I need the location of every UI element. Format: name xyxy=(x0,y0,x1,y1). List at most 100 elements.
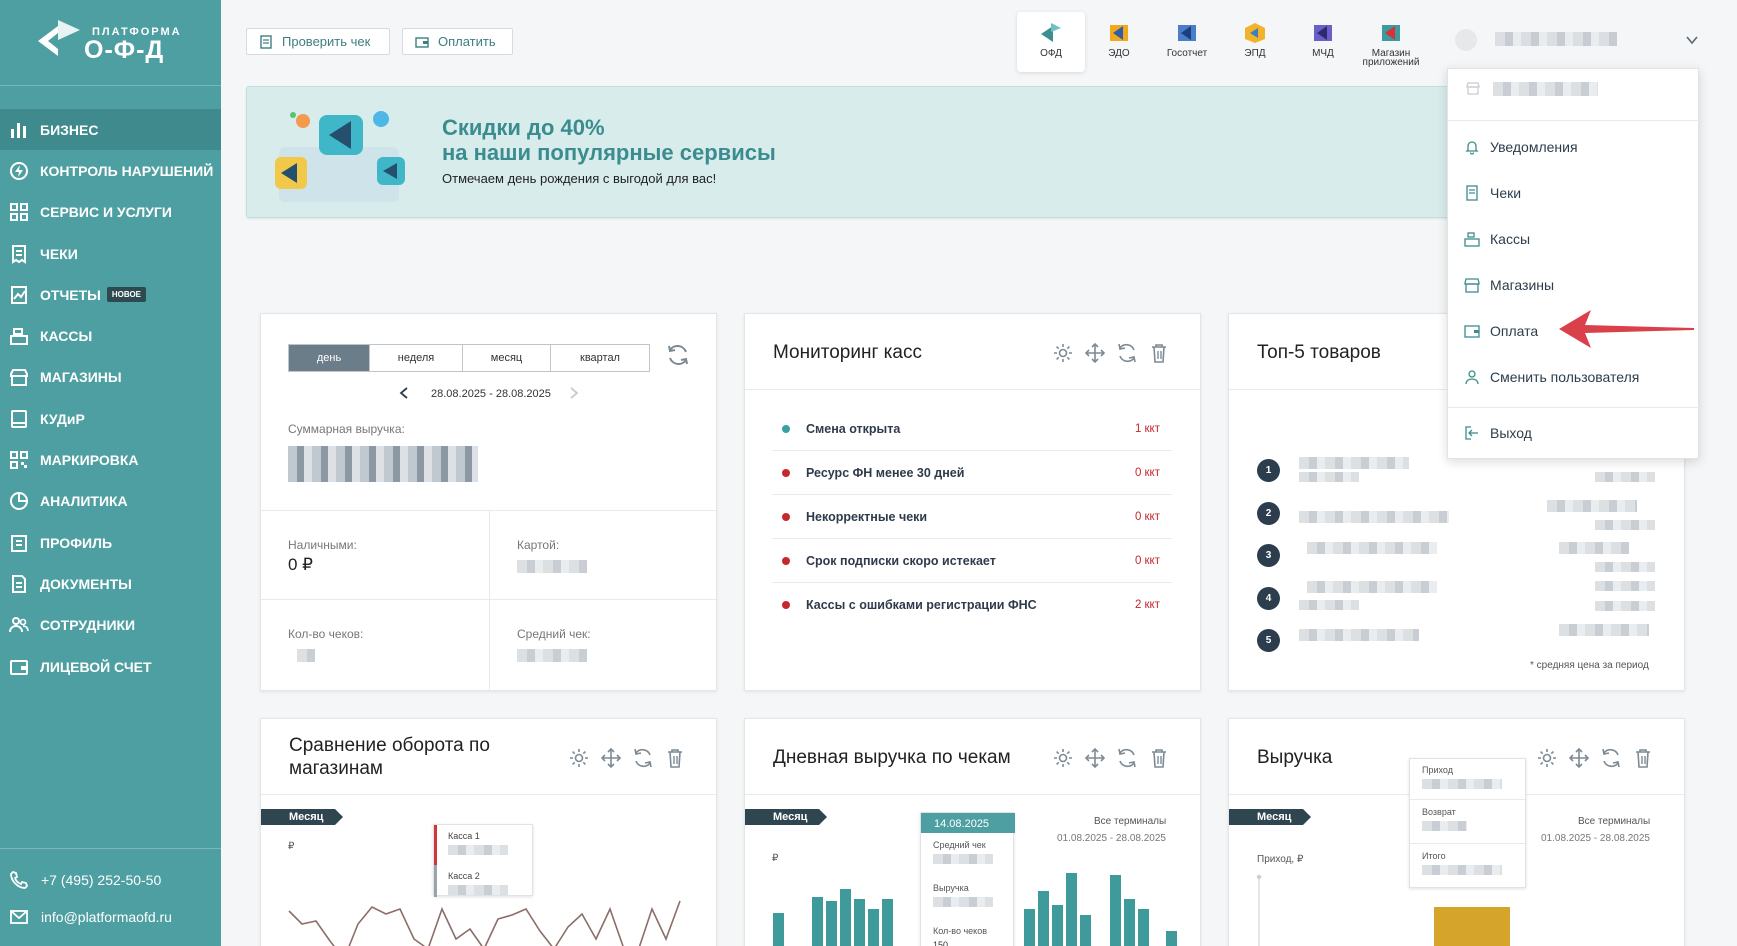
service-switcher: ОФД ЭДО Госотчет ЭПД МЧД Магазин приложе… xyxy=(1017,12,1425,72)
logo-mark-icon xyxy=(38,20,80,56)
service-gosotchet[interactable]: Госотчет xyxy=(1153,12,1221,72)
sidebar-item-label: СОТРУДНИКИ xyxy=(40,617,136,634)
monitoring-row[interactable]: Некорректные чеки 0 ккт xyxy=(772,495,1172,539)
monitoring-row[interactable]: Срок подписки скоро истекает 0 ккт xyxy=(772,539,1172,583)
status-dot xyxy=(782,556,790,565)
move-icon[interactable] xyxy=(1568,747,1590,769)
sidebar-item-profile[interactable]: ПРОФИЛЬ xyxy=(0,522,221,563)
bar-chart-icon xyxy=(8,120,30,140)
total-revenue-label: Суммарная выручка: xyxy=(288,422,405,436)
service-edo[interactable]: ЭДО xyxy=(1085,12,1153,72)
check-receipt-button[interactable]: Проверить чек xyxy=(246,28,390,55)
sidebar-item-registers[interactable]: КАССЫ xyxy=(0,315,221,356)
trash-icon[interactable] xyxy=(1632,747,1654,769)
card-title-line: Сравнение оборота по xyxy=(289,735,490,756)
move-icon[interactable] xyxy=(1084,747,1106,769)
menu-item-label: Магазины xyxy=(1490,277,1555,293)
service-ofd[interactable]: ОФД xyxy=(1017,12,1085,72)
settings-icon[interactable] xyxy=(568,747,590,769)
service-label: ЭДО xyxy=(1108,48,1130,59)
menu-item-payment[interactable]: Оплата xyxy=(1464,319,1538,343)
phone-link[interactable]: +7 (495) 252-50-50 xyxy=(0,861,221,898)
period-month-tab[interactable]: месяц xyxy=(463,345,551,371)
period-week-tab[interactable]: неделя xyxy=(370,345,463,371)
chart-bar xyxy=(854,899,865,946)
chart-bar xyxy=(840,889,851,946)
refresh-icon[interactable] xyxy=(632,747,654,769)
month-tag[interactable]: Месяц xyxy=(261,809,344,825)
monitoring-label: Смена открыта xyxy=(806,421,901,436)
trash-icon[interactable] xyxy=(664,747,686,769)
email-link[interactable]: info@platformaofd.ru xyxy=(0,898,221,935)
total-revenue-redacted xyxy=(288,446,478,482)
settings-icon[interactable] xyxy=(1052,342,1074,364)
period-quarter-tab[interactable]: квартал xyxy=(580,352,620,364)
value-redacted xyxy=(933,854,993,864)
sidebar-item-stores[interactable]: МАГАЗИНЫ xyxy=(0,357,221,398)
settings-icon[interactable] xyxy=(1536,747,1558,769)
menu-item-logout[interactable]: Выход xyxy=(1464,421,1532,445)
promo-illustration-icon xyxy=(275,111,405,202)
monitoring-row[interactable]: Кассы с ошибками регистрации ФНС 2 ккт xyxy=(772,583,1172,627)
divider xyxy=(261,510,716,511)
sidebar-item-receipts[interactable]: ЧЕКИ xyxy=(0,233,221,274)
user-account-button[interactable] xyxy=(1455,25,1705,55)
refresh-icon[interactable] xyxy=(665,342,691,368)
service-epd[interactable]: ЭПД xyxy=(1221,12,1289,72)
service-app-store[interactable]: Магазин приложений xyxy=(1357,12,1425,72)
sidebar-item-violations[interactable]: КОНТРОЛЬ НАРУШЕНИЙ xyxy=(0,150,221,191)
refresh-icon[interactable] xyxy=(1116,342,1138,364)
store-turnover-card: Сравнение оборота по магазинам Месяц ₽ К… xyxy=(260,718,717,946)
sidebar-item-reports[interactable]: ОТЧЕТЫ НОВОЕ xyxy=(0,274,221,315)
sidebar-item-analytics[interactable]: АНАЛИТИКА xyxy=(0,481,221,522)
sidebar-item-kudir[interactable]: КУДиР xyxy=(0,398,221,439)
trash-icon[interactable] xyxy=(1148,342,1170,364)
move-icon[interactable] xyxy=(1084,342,1106,364)
chevron-left-icon[interactable] xyxy=(398,386,410,400)
sidebar-item-employees[interactable]: СОТРУДНИКИ xyxy=(0,605,221,646)
refresh-icon[interactable] xyxy=(1116,747,1138,769)
promo-banner[interactable]: Скидки до 40% на наши популярные сервисы… xyxy=(246,86,1646,218)
user-icon xyxy=(1465,370,1479,385)
sidebar-item-documents[interactable]: ДОКУМЕНТЫ xyxy=(0,563,221,604)
menu-item-notifications[interactable]: Уведомления xyxy=(1464,135,1578,159)
month-tag[interactable]: Месяц xyxy=(745,809,828,825)
logo-text-big: О-Ф-Д xyxy=(84,36,165,64)
tooltip-label: Выручка xyxy=(933,883,969,893)
sidebar-item-account[interactable]: ЛИЦЕВОЙ СЧЕТ xyxy=(0,646,221,687)
menu-item-registers[interactable]: Кассы xyxy=(1464,227,1530,251)
tooltip-label: Приход xyxy=(1422,765,1453,775)
axis-label: ₽ xyxy=(288,841,295,852)
rank-badge: 2 xyxy=(1257,502,1280,525)
move-icon[interactable] xyxy=(600,747,622,769)
chart-bar xyxy=(1080,915,1091,946)
settings-icon[interactable] xyxy=(1052,747,1074,769)
sidebar-item-label: ПРОФИЛЬ xyxy=(40,534,113,551)
bell-icon xyxy=(1465,141,1479,155)
sidebar-item-business[interactable]: БИЗНЕС xyxy=(0,109,221,151)
menu-item-receipts[interactable]: Чеки xyxy=(1464,181,1521,205)
pay-button[interactable]: Оплатить xyxy=(402,28,513,55)
refresh-icon[interactable] xyxy=(1600,747,1622,769)
menu-item-switch-user[interactable]: Сменить пользователя xyxy=(1464,365,1639,389)
sidebar-item-marking[interactable]: МАРКИРОВКА xyxy=(0,439,221,480)
monitoring-row[interactable]: Ресурс ФН менее 30 дней 0 ккт xyxy=(772,451,1172,495)
avg-receipt-label: Средний чек: xyxy=(517,627,591,641)
banner-text: Отмечаем день рождения с выгодой для вас… xyxy=(442,171,717,186)
ofd-logo-icon xyxy=(1041,23,1061,42)
chevron-right-icon[interactable] xyxy=(568,386,580,400)
user-dropdown-menu: Уведомления Чеки Кассы Магазины Оплата С… xyxy=(1447,68,1700,459)
month-tag[interactable]: Месяц xyxy=(1229,809,1312,825)
menu-item-stores[interactable]: Магазины xyxy=(1464,273,1554,297)
chart-bar xyxy=(1138,909,1149,946)
sidebar-item-services[interactable]: СЕРВИС И УСЛУГИ xyxy=(0,192,221,233)
sidebar-item-label: МАГАЗИНЫ xyxy=(40,369,122,386)
menu-item-label: Кассы xyxy=(1490,231,1531,247)
value-redacted xyxy=(1422,865,1502,875)
period-day-tab[interactable]: день xyxy=(289,345,370,371)
trash-icon[interactable] xyxy=(1148,747,1170,769)
service-mchd[interactable]: МЧД xyxy=(1289,12,1357,72)
range-label: 01.08.2025 - 28.08.2025 xyxy=(1057,833,1166,844)
monitoring-row[interactable]: Смена открыта 1 ккт xyxy=(772,407,1172,451)
logo[interactable]: ПЛАТФОРМА О-Ф-Д xyxy=(0,0,221,86)
